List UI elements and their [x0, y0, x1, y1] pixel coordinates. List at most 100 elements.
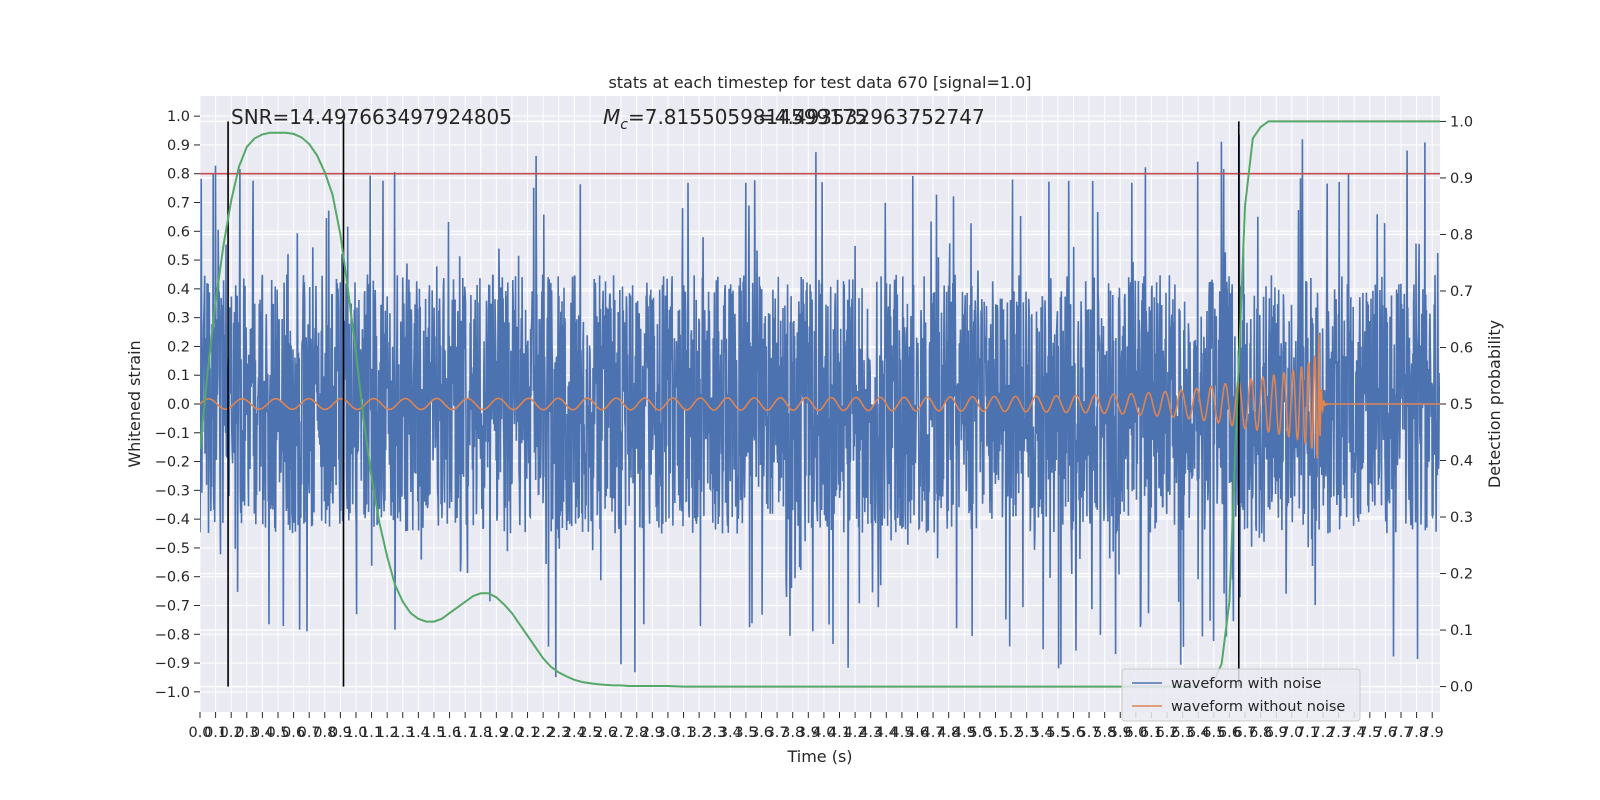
x-tick-label: 3.9 — [797, 725, 820, 741]
x-tick-label: 3.5 — [734, 725, 757, 741]
x-tick-label: 6.9 — [1265, 725, 1288, 741]
x-tick-label: 3.4 — [719, 725, 742, 741]
series-waveform-without-noise — [200, 333, 1440, 459]
x-tick-label: 7.9 — [1421, 725, 1444, 741]
x-tick-label: 2.4 — [563, 725, 586, 741]
x-tick-label: 5.0 — [968, 725, 991, 741]
legend: waveform with noise waveform without noi… — [1121, 668, 1361, 722]
x-tick-label: 7.6 — [1374, 725, 1397, 741]
x-tick-label: 0.9 — [329, 725, 352, 741]
y-tick-label: 1.0 — [167, 109, 190, 125]
x-tick-label: 7.4 — [1343, 725, 1366, 741]
y-tick-label: −0.4 — [155, 512, 190, 528]
x-tick-label: 7.1 — [1296, 725, 1319, 741]
x-tick-label: 4.2 — [844, 725, 867, 741]
x-tick-label: 1.1 — [360, 725, 383, 741]
y-tick-label: 0.2 — [167, 339, 190, 355]
y-right-tick-label: 0.2 — [1450, 567, 1473, 583]
y-right-tick-label: 0.0 — [1450, 680, 1473, 696]
x-tick-label: 4.6 — [906, 725, 929, 741]
x-tick-label: 4.0 — [812, 725, 835, 741]
legend-box — [1121, 668, 1361, 722]
y-tick-label: −0.3 — [155, 483, 190, 499]
x-tick-label: 5.5 — [1046, 725, 1069, 741]
x-tick-label: 2.2 — [532, 725, 555, 741]
y-tick-label: 0.1 — [167, 368, 190, 384]
legend-label-noise: waveform with noise — [1171, 676, 1322, 692]
x-tick-label: 2.6 — [594, 725, 617, 741]
series-waveform-with-noise — [200, 134, 1440, 678]
mc-value: =7.8155059814599175 — [628, 105, 867, 129]
y-tick-label: 0.5 — [167, 253, 190, 269]
x-tick-label: 7.0 — [1280, 725, 1303, 741]
mc-annotation: Mc=7.8155059814599175 — [603, 105, 867, 133]
x-tick-label: 1.6 — [438, 725, 461, 741]
y-tick-label: −1.0 — [155, 685, 190, 701]
x-tick-label: 5.7 — [1078, 725, 1101, 741]
x-axis: 0.00.10.20.30.40.50.60.70.80.91.01.11.21… — [188, 712, 1444, 741]
x-tick-label: 4.8 — [937, 725, 960, 741]
x-tick-label: 4.7 — [922, 725, 945, 741]
x-tick-label: 2.9 — [641, 725, 664, 741]
y-right-tick-label: 0.8 — [1450, 227, 1473, 243]
x-tick-label: 6.2 — [1156, 725, 1179, 741]
x-axis-title: Time (s) — [786, 747, 852, 766]
x-tick-label: 3.2 — [688, 725, 711, 741]
x-tick-label: 7.5 — [1358, 725, 1381, 741]
x-tick-label: 6.0 — [1124, 725, 1147, 741]
chart-title: stats at each timestep for test data 670… — [608, 73, 1031, 92]
x-tick-label: 2.7 — [610, 725, 633, 741]
y-tick-label: 0.0 — [167, 397, 190, 413]
x-tick-label: 0.8 — [313, 725, 336, 741]
x-tick-label: 6.7 — [1234, 725, 1257, 741]
x-tick-label: 0.0 — [188, 725, 211, 741]
x-tick-label: 5.4 — [1031, 725, 1054, 741]
y-axis-left: 1.0 0.9 0.8 0.7 0.6 0.5 0.4 0.3 0.2 0.1 0.0 −0.1 −0.… — [155, 109, 200, 701]
y-right-tick-label: 0.4 — [1450, 454, 1473, 470]
x-tick-label: 0.7 — [298, 725, 321, 741]
y-tick-label: 0.6 — [167, 224, 190, 240]
x-tick-label: 5.1 — [984, 725, 1007, 741]
x-tick-label: 2.5 — [578, 725, 601, 741]
x-tick-label: 6.5 — [1202, 725, 1225, 741]
y-tick-label: −0.2 — [155, 455, 190, 471]
y-right-tick-label: 0.6 — [1450, 340, 1473, 356]
x-tick-label: 6.6 — [1218, 725, 1241, 741]
x-tick-label: 0.4 — [251, 725, 274, 741]
x-tick-label: 0.1 — [204, 725, 227, 741]
x-tick-label: 3.8 — [781, 725, 804, 741]
x-tick-label: 6.8 — [1249, 725, 1272, 741]
y-tick-label: −0.6 — [155, 570, 190, 586]
x-tick-label: 3.1 — [672, 725, 695, 741]
x-tick-label: 3.6 — [750, 725, 773, 741]
x-tick-label: 6.4 — [1187, 725, 1210, 741]
snr-annotation: SNR=14.497663497924805 — [231, 105, 512, 129]
y-right-tick-label: 0.3 — [1450, 510, 1473, 526]
y-tick-label: −0.5 — [155, 541, 190, 557]
x-tick-label: 5.6 — [1062, 725, 1085, 741]
x-tick-label: 7.7 — [1389, 725, 1412, 741]
x-tick-label: 0.6 — [282, 725, 305, 741]
x-tick-label: 4.5 — [890, 725, 913, 741]
y-axis-title: Whitened strain — [125, 340, 144, 467]
y-tick-label: 0.4 — [167, 282, 190, 298]
x-tick-label: 1.3 — [391, 725, 414, 741]
x-tick-label: 0.5 — [266, 725, 289, 741]
y-tick-label: −0.8 — [155, 627, 190, 643]
y-tick-label: 0.8 — [167, 167, 190, 183]
legend-label-clean: waveform without noise — [1171, 699, 1345, 715]
mc-overlap-annotation: =4.493532963752747 — [758, 105, 985, 129]
y-axis-right-title: Detection probability — [1485, 320, 1504, 488]
x-tick-label: 3.7 — [766, 725, 789, 741]
y-tick-label: −0.7 — [155, 598, 190, 614]
x-tick-label: 0.3 — [235, 725, 258, 741]
y-tick-label: 0.7 — [167, 196, 190, 212]
x-tick-label: 1.0 — [344, 725, 367, 741]
x-tick-label: 1.5 — [422, 725, 445, 741]
y-right-tick-label: 0.9 — [1450, 171, 1473, 187]
x-tick-label: 7.8 — [1405, 725, 1428, 741]
x-tick-label: 4.4 — [875, 725, 898, 741]
y-axis-right: 1.0 0.9 0.8 0.7 0.6 0.5 0.4 0.3 0.2 0.1 0.0 — [1440, 114, 1473, 696]
x-tick-label: 2.1 — [516, 725, 539, 741]
